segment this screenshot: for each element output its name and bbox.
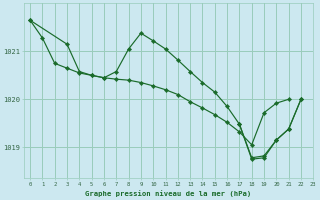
X-axis label: Graphe pression niveau de la mer (hPa): Graphe pression niveau de la mer (hPa) — [85, 190, 252, 197]
